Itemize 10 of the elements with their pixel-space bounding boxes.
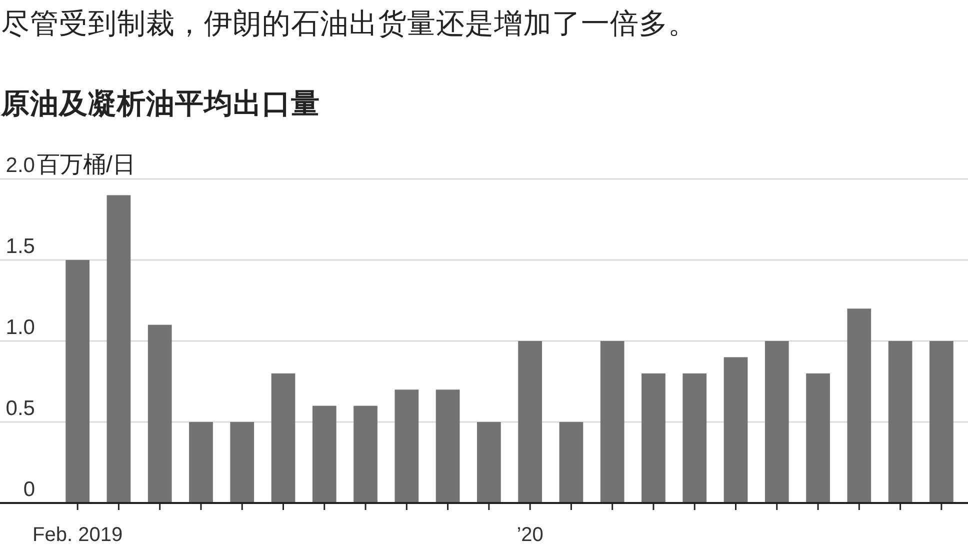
y-tick-label: 2.0 <box>6 154 35 177</box>
x-tick-label: Feb. 2019 <box>32 524 123 546</box>
y-tick-label: 0.5 <box>6 397 35 420</box>
y-tick-label: 1.5 <box>6 235 35 258</box>
chart-subtitle: 原油及凝析油平均出口量 <box>0 88 320 120</box>
y-tick-label: 0 <box>23 478 35 501</box>
y-axis-title: 百万桶/日 <box>37 151 136 177</box>
y-tick-label: 1.0 <box>6 316 35 339</box>
x-tick-label: ’20 <box>516 524 544 546</box>
chart-title: 尽管受到制裁，伊朗的石油出货量还是增加了一倍多。 <box>1 8 697 40</box>
